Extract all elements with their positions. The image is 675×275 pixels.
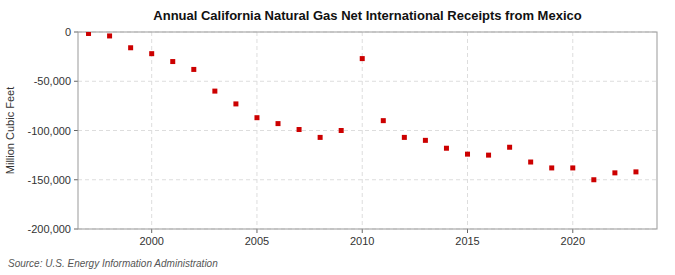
point: [318, 135, 323, 140]
x-grid-line: [151, 32, 152, 229]
point: [149, 51, 154, 56]
x-grid-line: [256, 32, 257, 229]
x-tick: [256, 229, 257, 233]
x-grid-line: [362, 32, 363, 229]
x-tick-label: 2000: [139, 235, 163, 247]
y-tick-label: -150,000: [28, 174, 71, 186]
chart: 0 -50,000 -100,000 -150,000 -200,000 2000 2005…: [0, 0, 675, 275]
point: [633, 169, 638, 174]
point: [486, 153, 491, 158]
x-tick: [362, 229, 363, 233]
point: [339, 128, 344, 133]
plot-area: [78, 32, 657, 229]
point: [191, 67, 196, 72]
point: [128, 45, 133, 50]
point: [381, 118, 386, 123]
point: [591, 177, 596, 182]
x-tick-label: 2010: [350, 235, 374, 247]
x-grid-line: [467, 32, 468, 229]
points: [86, 32, 638, 182]
point: [107, 33, 112, 38]
grid: [78, 32, 657, 229]
point: [549, 165, 554, 170]
x-tick-label: 2005: [245, 235, 269, 247]
y-tick: [74, 179, 78, 180]
point: [233, 101, 238, 106]
point: [297, 127, 302, 132]
point: [528, 160, 533, 165]
y-tick-label: 0: [65, 26, 71, 38]
x-tick: [467, 229, 468, 233]
x-tick: [151, 229, 152, 233]
point: [612, 170, 617, 175]
y-grid-line: [78, 179, 657, 180]
point: [465, 152, 470, 157]
plot-frame: [78, 32, 657, 229]
point: [423, 138, 428, 143]
y-tick-label: -50,000: [34, 75, 71, 87]
y-tick-label: -200,000: [28, 223, 71, 235]
y-axis-label: Million Cubic Feet: [4, 87, 16, 174]
point: [86, 32, 91, 36]
y-tick: [74, 32, 78, 33]
source-note: Source: U.S. Energy Information Administ…: [8, 258, 218, 269]
title: Annual California Natural Gas Net Intern…: [153, 8, 581, 23]
point: [276, 121, 281, 126]
y-tick: [74, 81, 78, 82]
point: [570, 165, 575, 170]
point: [170, 59, 175, 64]
x-grid-line: [572, 32, 573, 229]
x-tick-label: 2020: [561, 235, 585, 247]
y-tick-label: -100,000: [28, 125, 71, 137]
x-tick-label: 2015: [455, 235, 479, 247]
point: [402, 135, 407, 140]
y-tick: [74, 229, 78, 230]
y-tick: [74, 130, 78, 131]
y-grid-line: [78, 81, 657, 82]
y-grid-line: [78, 130, 657, 131]
x-tick: [572, 229, 573, 233]
point: [360, 56, 365, 61]
point: [212, 89, 217, 94]
point: [507, 145, 512, 150]
point: [444, 146, 449, 151]
point: [254, 115, 259, 120]
